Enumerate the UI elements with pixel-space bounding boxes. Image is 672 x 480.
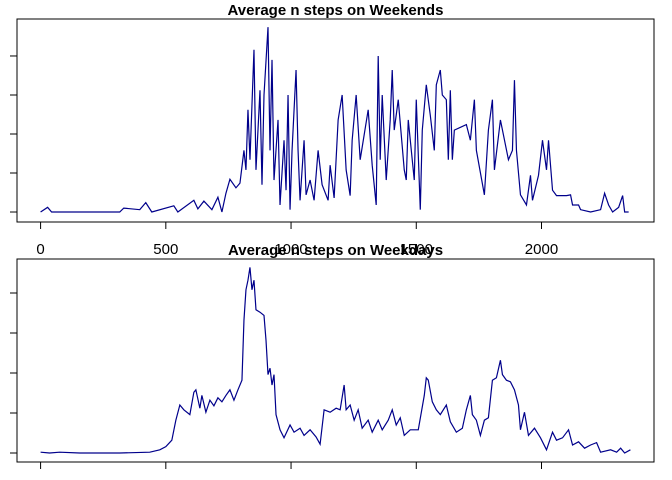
data-line xyxy=(40,27,629,213)
x-tick-label: 0 xyxy=(36,241,44,258)
chart-title: Average n steps on Weekdays xyxy=(228,242,443,259)
x-tick-label: 1500 xyxy=(400,241,433,258)
data-line xyxy=(40,267,631,454)
plot-frame xyxy=(16,18,655,223)
x-tick-label: 1000 xyxy=(274,241,307,258)
x-tick-label: 500 xyxy=(153,241,178,258)
x-tick-label: 2000 xyxy=(525,241,558,258)
plot-frame xyxy=(16,258,655,463)
chart-title: Average n steps on Weekends xyxy=(228,2,444,19)
